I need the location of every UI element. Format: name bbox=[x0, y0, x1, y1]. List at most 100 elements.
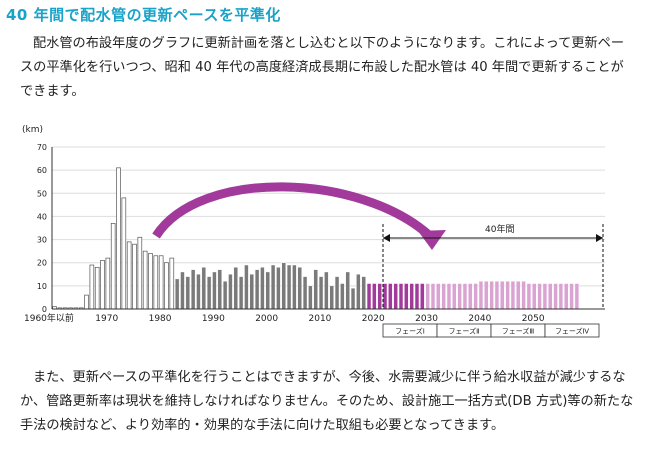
bar-phase1 bbox=[398, 283, 404, 310]
bar-existing-gray bbox=[228, 274, 233, 310]
bar-existing-gray bbox=[233, 267, 238, 310]
bar-existing bbox=[153, 255, 159, 310]
bar-existing-gray bbox=[254, 269, 260, 310]
bar-existing-gray bbox=[318, 276, 324, 310]
renewal-arrow-head bbox=[418, 230, 446, 250]
x-tick-label: 1960年以前 bbox=[24, 312, 74, 324]
y-tick-label: 50 bbox=[37, 189, 47, 198]
x-tick-label: 2040 bbox=[468, 314, 491, 324]
bar-phase1 bbox=[393, 283, 398, 310]
bar-existing-gray bbox=[356, 274, 361, 310]
bar-existing-gray bbox=[238, 276, 244, 310]
phase-label: フェーズⅢ bbox=[502, 327, 535, 336]
bar-existing bbox=[110, 223, 116, 310]
x-tick-label: 2030 bbox=[415, 314, 438, 324]
x-tick-label: 1990 bbox=[202, 314, 225, 324]
bar-phase1 bbox=[382, 283, 388, 310]
bar-phase2-4 bbox=[526, 283, 532, 310]
x-tick-label: 1980 bbox=[149, 314, 172, 324]
bar-existing bbox=[164, 262, 169, 310]
bar-existing-gray bbox=[185, 276, 190, 310]
span-arrow-left bbox=[383, 234, 390, 242]
bar-existing bbox=[116, 167, 121, 310]
bar-phase2-4 bbox=[564, 283, 569, 310]
bar-phase2-4 bbox=[494, 281, 500, 310]
bar-existing-gray bbox=[244, 264, 249, 310]
bar-phase2-4 bbox=[473, 283, 478, 310]
bar-existing-gray bbox=[313, 269, 318, 310]
bar-existing-gray bbox=[174, 278, 180, 310]
x-tick-label: 2000 bbox=[255, 314, 278, 324]
bar-existing bbox=[137, 236, 143, 310]
bar-existing-gray bbox=[361, 276, 366, 310]
bar-existing bbox=[89, 264, 95, 310]
bar-existing-gray bbox=[276, 267, 281, 310]
bar-existing-gray bbox=[324, 271, 329, 310]
y-tick-label: 60 bbox=[37, 166, 47, 175]
bar-phase2-4 bbox=[574, 283, 580, 310]
bar-phase1 bbox=[372, 283, 377, 310]
bar-phase2-4 bbox=[446, 283, 452, 310]
bar-existing-gray bbox=[180, 271, 185, 310]
bar-series bbox=[52, 167, 580, 310]
x-tick-label: 1970 bbox=[95, 314, 118, 324]
bar-existing-gray bbox=[302, 276, 308, 310]
bar-phase2-4 bbox=[478, 281, 484, 310]
span-label: 40年間 bbox=[485, 223, 514, 235]
intro-paragraph: 配水管の布設年度のグラフに更新計画を落とし込むと以下のようになります。これによっ… bbox=[20, 36, 625, 99]
bar-existing-gray bbox=[265, 271, 270, 310]
bar-existing-gray bbox=[345, 271, 350, 310]
bar-existing bbox=[126, 241, 132, 310]
bar-phase2-4 bbox=[542, 283, 548, 310]
bar-existing-gray bbox=[340, 283, 345, 310]
bar-phase1 bbox=[404, 283, 409, 310]
bar-existing-gray bbox=[206, 276, 212, 310]
page-title: 40 年間で配水管の更新ペースを平準化 bbox=[6, 6, 281, 24]
bar-phase2-4 bbox=[516, 281, 521, 310]
bar-existing bbox=[142, 250, 148, 310]
phase-label: フェーズⅡ bbox=[448, 327, 479, 336]
bar-phase2-4 bbox=[468, 283, 473, 310]
y-tick-label: 70 bbox=[37, 143, 47, 152]
bar-phase2-4 bbox=[436, 283, 441, 310]
bar-phase1 bbox=[377, 283, 382, 310]
bar-phase2-4 bbox=[569, 283, 574, 310]
bar-existing bbox=[169, 257, 175, 310]
bar-existing-gray bbox=[292, 264, 297, 310]
bar-existing bbox=[121, 197, 127, 310]
bar-existing-gray bbox=[286, 264, 292, 310]
bar-existing bbox=[84, 294, 89, 310]
bar-phase2-4 bbox=[484, 281, 489, 310]
bar-existing-gray bbox=[281, 262, 286, 310]
y-tick-label: 30 bbox=[37, 236, 47, 245]
phase-label: フェーズⅠ bbox=[395, 327, 425, 336]
renewal-arrow-arc bbox=[152, 182, 434, 240]
bar-phase2-4 bbox=[462, 283, 468, 310]
bar-phase2-4 bbox=[558, 283, 564, 310]
y-tick-labels: 0 10 20 30 40 50 60 70 bbox=[37, 143, 47, 314]
bar-phase2-4 bbox=[500, 281, 505, 310]
bar-phase2-4 bbox=[452, 283, 457, 310]
y-tick-label: 40 bbox=[37, 212, 47, 221]
bar-phase2-4 bbox=[537, 283, 542, 310]
bar-existing-gray bbox=[201, 267, 206, 310]
bar-existing-gray bbox=[196, 274, 201, 310]
bar-existing-gray bbox=[190, 269, 196, 310]
bar-phase2-4 bbox=[425, 283, 430, 310]
bar-phase2-4 bbox=[553, 283, 558, 310]
phase-label: フェーズⅣ bbox=[555, 327, 590, 336]
bar-existing-gray bbox=[350, 287, 356, 310]
bar-existing-gray bbox=[217, 269, 222, 310]
bar-phase2-4 bbox=[441, 283, 446, 310]
bar-phase2-4 bbox=[510, 281, 516, 310]
x-tick-label: 2050 bbox=[522, 314, 545, 324]
bar-existing-gray bbox=[308, 285, 313, 310]
bar-existing-gray bbox=[297, 267, 302, 310]
bar-existing-gray bbox=[222, 281, 228, 310]
bar-existing bbox=[158, 255, 164, 310]
bar-existing bbox=[94, 266, 100, 310]
bar-existing-gray bbox=[212, 271, 217, 310]
x-tick-label: 2010 bbox=[309, 314, 332, 324]
bar-existing-gray bbox=[260, 267, 265, 310]
